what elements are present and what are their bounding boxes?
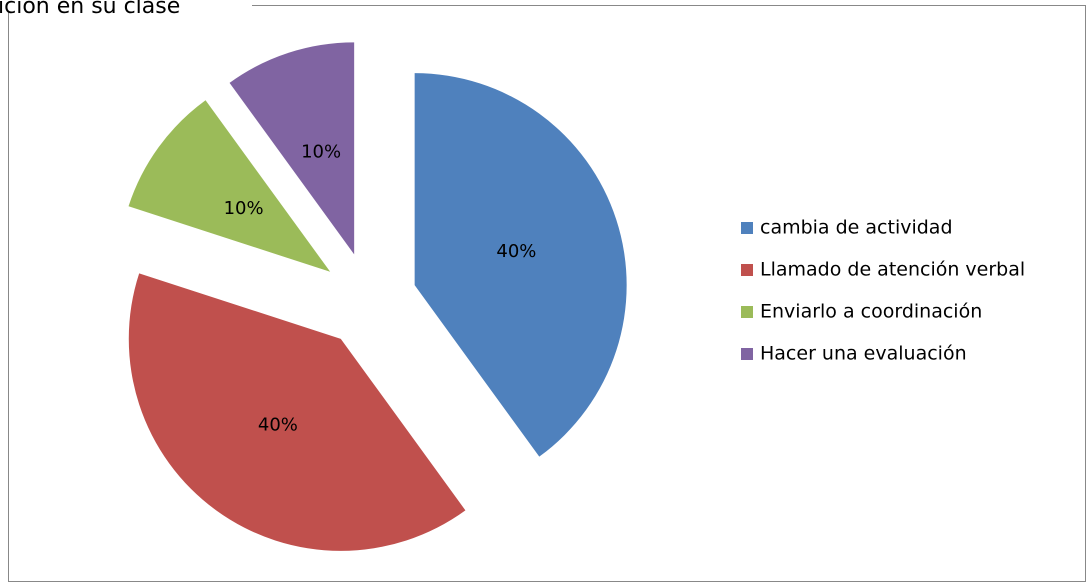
legend-label: Enviarlo a coordinación (760, 301, 982, 323)
legend-swatch (741, 348, 753, 360)
data-label: 40% (258, 414, 298, 435)
data-label: 10% (301, 142, 341, 163)
legend-label: cambia de actividad (760, 217, 953, 239)
legend-swatch (741, 306, 753, 318)
pie-slice (229, 42, 355, 255)
data-label: 40% (496, 241, 536, 262)
legend-swatch (741, 222, 753, 234)
legend-label: Hacer una evaluación (760, 343, 967, 365)
pie-slice (414, 73, 627, 457)
legend-swatch (741, 264, 753, 276)
legend-label: Llamado de atención verbal (760, 259, 1025, 281)
pie-slice (128, 100, 331, 272)
title-backdrop (0, 0, 252, 12)
data-label: 10% (224, 198, 264, 219)
pie-slice (128, 273, 466, 551)
chart-title: ición en su clase (0, 0, 180, 19)
